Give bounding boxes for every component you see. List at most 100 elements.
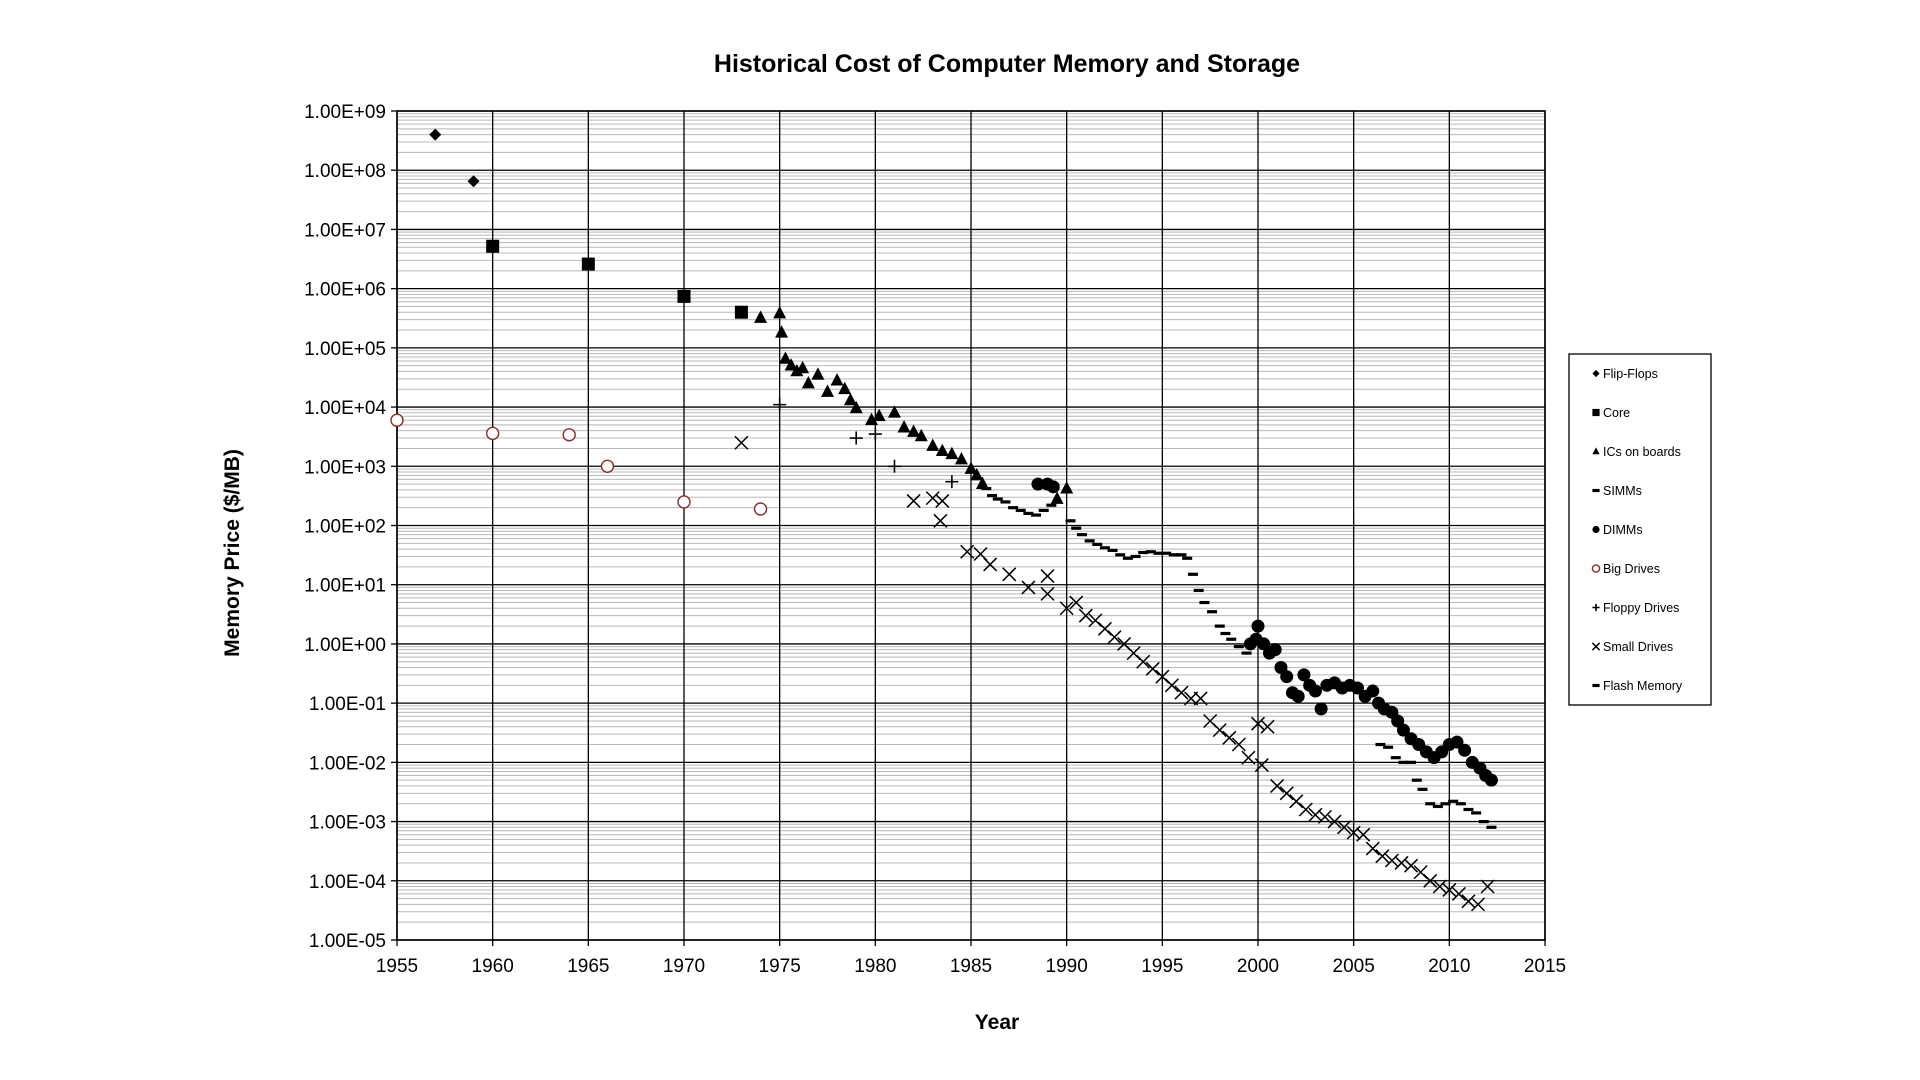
small-drives-point (1289, 794, 1304, 809)
x-tick-label: 1980 (854, 956, 896, 977)
core-point (677, 289, 691, 303)
legend-label-ics-on-boards: ICs on boards (1603, 445, 1681, 459)
legend-marker-dimms (1592, 525, 1600, 534)
ics-on-boards-point (935, 443, 949, 457)
simms-point (1092, 542, 1103, 546)
flip-flops-point (467, 175, 480, 188)
small-drives-point (1250, 716, 1266, 731)
y-tick-label: 1.00E-04 (309, 872, 387, 893)
small-drives-point (1021, 580, 1036, 595)
small-drives-point (1097, 621, 1112, 636)
small-drives-point (925, 491, 940, 506)
small-drives-point (1193, 691, 1208, 706)
simms-point (1182, 556, 1193, 560)
legend-marker-small-drives (1591, 642, 1601, 651)
simms-point (1130, 554, 1141, 559)
legend-marker-ics-on-boards (1592, 447, 1600, 455)
y-axis-title: Memory Price ($/MB) (221, 449, 244, 657)
flash-memory-point (1463, 807, 1474, 812)
x-tick-label: 1985 (950, 956, 992, 977)
small-drives-point (960, 544, 975, 559)
small-drives-point (1356, 827, 1371, 842)
ics-on-boards-point (843, 392, 857, 406)
small-drives-point (1222, 730, 1237, 745)
simms-point (1241, 651, 1252, 655)
ics-on-boards-point (897, 420, 911, 433)
small-drives-point (1212, 723, 1227, 738)
y-tick-label: 1.00E+04 (304, 398, 386, 419)
x-tick-label: 2015 (1524, 956, 1566, 977)
small-drives-point (935, 493, 950, 508)
small-drives-point (1260, 719, 1275, 734)
core-point (486, 239, 500, 253)
simms-point (1084, 539, 1095, 543)
series-core (486, 239, 748, 319)
x-tick-label: 2000 (1237, 956, 1279, 977)
simms-point (1226, 637, 1237, 641)
small-drives-point (1241, 750, 1256, 765)
ics-on-boards-point (838, 381, 852, 395)
ics-on-boards-point (796, 360, 810, 374)
y-tick-label: 1.00E+09 (304, 102, 386, 123)
big-drives-point (485, 426, 500, 441)
big-drives-point (600, 459, 615, 473)
y-tick-label: 1.00E-01 (309, 694, 386, 715)
flash-memory-point (1417, 787, 1428, 791)
core-point (581, 257, 595, 271)
simms-point (1187, 572, 1198, 576)
simms-point (1199, 600, 1210, 605)
floppy-drives-point (945, 475, 959, 489)
dimms-point (1314, 702, 1328, 716)
flip-flops-point (429, 128, 442, 141)
legend-marker-floppy-drives (1592, 603, 1600, 612)
simms-point (1071, 526, 1082, 530)
y-tick-label: 1.00E+01 (304, 576, 386, 597)
small-drives-point (1279, 786, 1294, 801)
small-drives-point (1145, 661, 1160, 676)
ics-on-boards-point (1050, 491, 1064, 504)
ics-on-boards-point (954, 452, 968, 465)
simms-point (1168, 553, 1179, 557)
series-simms (981, 486, 1252, 655)
simms-point (987, 493, 998, 498)
ics-on-boards-point (970, 467, 984, 481)
series-floppy-drives (773, 398, 959, 489)
small-drives-point (1164, 678, 1179, 693)
small-drives-point (1059, 601, 1074, 616)
simms-point (1233, 645, 1244, 649)
x-tick-label: 1995 (1141, 956, 1183, 977)
simms-point (981, 486, 992, 491)
ics-on-boards-point (778, 351, 792, 364)
flash-memory-point (1425, 802, 1436, 806)
simms-point (1115, 553, 1126, 557)
small-drives-point (933, 513, 948, 528)
small-drives-point (1088, 613, 1103, 628)
ics-on-boards-point (830, 373, 844, 386)
small-drives-point (1136, 654, 1151, 669)
legend-marker-big-drives (1591, 564, 1601, 573)
small-drives-point (1470, 897, 1486, 912)
legend-marker-flash-memory (1592, 683, 1600, 688)
ics-on-boards-point (773, 306, 787, 319)
simms-point (1176, 553, 1187, 557)
legend-label-flash-memory: Flash Memory (1603, 679, 1683, 693)
legend-label-small-drives: Small Drives (1603, 640, 1673, 654)
simms-point (1161, 551, 1172, 555)
x-tick-label: 1960 (472, 956, 514, 977)
floppy-drives-point (773, 398, 787, 412)
flash-memory-point (1383, 745, 1394, 749)
y-tick-label: 1.00E+00 (304, 635, 386, 656)
y-tick-label: 1.00E-03 (309, 813, 386, 834)
ics-on-boards-point (811, 367, 825, 380)
floppy-drives-point (868, 427, 882, 441)
big-drives-point (390, 413, 404, 427)
ics-on-boards-point (849, 400, 863, 414)
small-drives-point (1078, 608, 1093, 623)
small-drives-point (1270, 778, 1285, 793)
ics-on-boards-point (872, 408, 886, 422)
small-drives-point (1337, 820, 1352, 835)
ics-on-boards-point (1060, 481, 1074, 494)
small-drives-point (1451, 886, 1466, 901)
series-flash-memory (1375, 742, 1497, 829)
legend-marker-core (1592, 408, 1600, 417)
